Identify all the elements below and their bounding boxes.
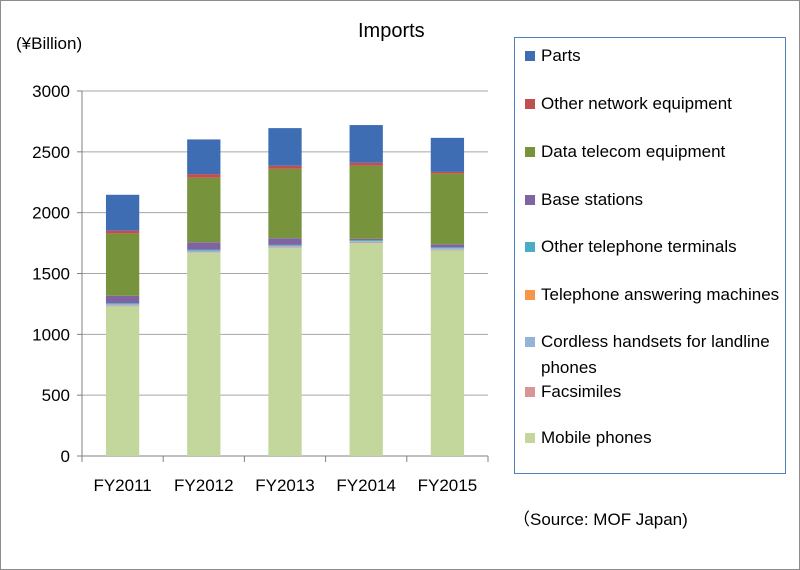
bar-segment bbox=[349, 162, 383, 166]
bar-segment bbox=[187, 139, 221, 175]
bar-segment bbox=[268, 165, 302, 169]
legend-label: Parts bbox=[541, 46, 581, 65]
bar-segment bbox=[430, 137, 465, 172]
bar-segment bbox=[268, 128, 302, 166]
legend-swatch bbox=[525, 147, 535, 157]
bar-segment bbox=[105, 194, 140, 231]
legend-item: Facsimiles bbox=[525, 379, 783, 405]
bar-segment bbox=[268, 244, 302, 246]
bar-segment bbox=[105, 305, 140, 307]
legend-swatch bbox=[525, 290, 535, 300]
legend-item: Parts bbox=[525, 43, 783, 69]
bar-segment bbox=[349, 238, 383, 241]
bar-segment bbox=[268, 247, 302, 248]
bar-segment bbox=[105, 306, 140, 456]
legend-item: Data telecom equipment bbox=[525, 139, 783, 165]
y-tick-label: 500 bbox=[42, 386, 70, 405]
legend-swatch bbox=[525, 242, 535, 252]
bar-segment bbox=[268, 246, 302, 248]
bar-segment bbox=[349, 242, 383, 244]
legend-label: Other network equipment bbox=[541, 94, 732, 113]
legend-item: Other telephone terminals bbox=[525, 234, 783, 260]
legend-label: Facsimiles bbox=[541, 382, 622, 401]
legend-swatch bbox=[525, 99, 535, 109]
bar-segment bbox=[268, 168, 302, 239]
bar-segment bbox=[430, 249, 465, 251]
y-tick-label: 2000 bbox=[32, 204, 70, 223]
legend-label: Cordless handsets for landline phones bbox=[541, 332, 770, 377]
chart-title: Imports bbox=[358, 20, 425, 42]
y-tick-label: 2500 bbox=[32, 143, 70, 162]
bar-segment bbox=[187, 250, 221, 253]
y-tick-label: 3000 bbox=[32, 82, 70, 101]
bar-segment bbox=[430, 250, 465, 456]
bar-segment bbox=[187, 177, 221, 243]
bar-segment bbox=[349, 241, 383, 243]
x-tick-label: FY2013 bbox=[255, 476, 315, 495]
bar-segment bbox=[105, 295, 140, 304]
bar-segment bbox=[105, 303, 140, 305]
legend-swatch bbox=[525, 387, 535, 397]
y-tick-label: 1500 bbox=[32, 265, 70, 284]
legend-label: Mobile phones bbox=[541, 428, 652, 447]
chart-legend: Parts Other network equipment Data telecom… bbox=[514, 37, 786, 474]
x-tick-label: FY2014 bbox=[336, 476, 396, 495]
legend-label: Base stations bbox=[541, 190, 644, 209]
bar-segment bbox=[187, 249, 221, 251]
legend-item: Mobile phones bbox=[525, 425, 783, 451]
legend-swatch bbox=[525, 337, 535, 347]
bar-segment bbox=[349, 243, 383, 456]
x-tick-label: FY2011 bbox=[93, 476, 151, 495]
bar-segment bbox=[187, 252, 221, 456]
x-tick-label: FY2012 bbox=[174, 476, 234, 495]
legend-item: Cordless handsets for landline phones bbox=[525, 329, 783, 381]
bar-segment bbox=[268, 238, 302, 245]
y-tick-label: 0 bbox=[61, 447, 70, 466]
bar-segment bbox=[430, 248, 465, 250]
bar-segment bbox=[187, 174, 221, 178]
legend-swatch bbox=[525, 195, 535, 205]
bar-segment bbox=[430, 171, 465, 174]
bar-segment bbox=[349, 240, 383, 242]
legend-label: Other telephone terminals bbox=[541, 237, 737, 256]
bar-segment bbox=[105, 304, 140, 306]
legend-item: Base stations bbox=[525, 187, 783, 213]
bar-segment bbox=[430, 244, 465, 248]
bar-segment bbox=[105, 230, 140, 234]
bar-segment bbox=[187, 252, 221, 253]
bar-segment bbox=[105, 233, 140, 296]
bar-segment bbox=[187, 242, 221, 250]
legend-label: Telephone answering machines bbox=[541, 285, 780, 304]
bar-segment bbox=[430, 173, 465, 245]
source-note: （Source: MOF Japan) bbox=[513, 510, 688, 529]
y-unit-label: (¥Billion) bbox=[16, 34, 83, 53]
y-tick-label: 1000 bbox=[32, 325, 70, 344]
bar-segment bbox=[349, 125, 383, 163]
bar-segment bbox=[430, 247, 465, 249]
legend-item: Other network equipment bbox=[525, 91, 783, 117]
bar-segment bbox=[268, 247, 302, 456]
legend-swatch bbox=[525, 51, 535, 61]
bar-segment bbox=[349, 165, 383, 239]
legend-swatch bbox=[525, 433, 535, 443]
x-tick-label: FY2015 bbox=[418, 476, 478, 495]
legend-label: Data telecom equipment bbox=[541, 142, 726, 161]
legend-item: Telephone answering machines bbox=[525, 282, 783, 308]
